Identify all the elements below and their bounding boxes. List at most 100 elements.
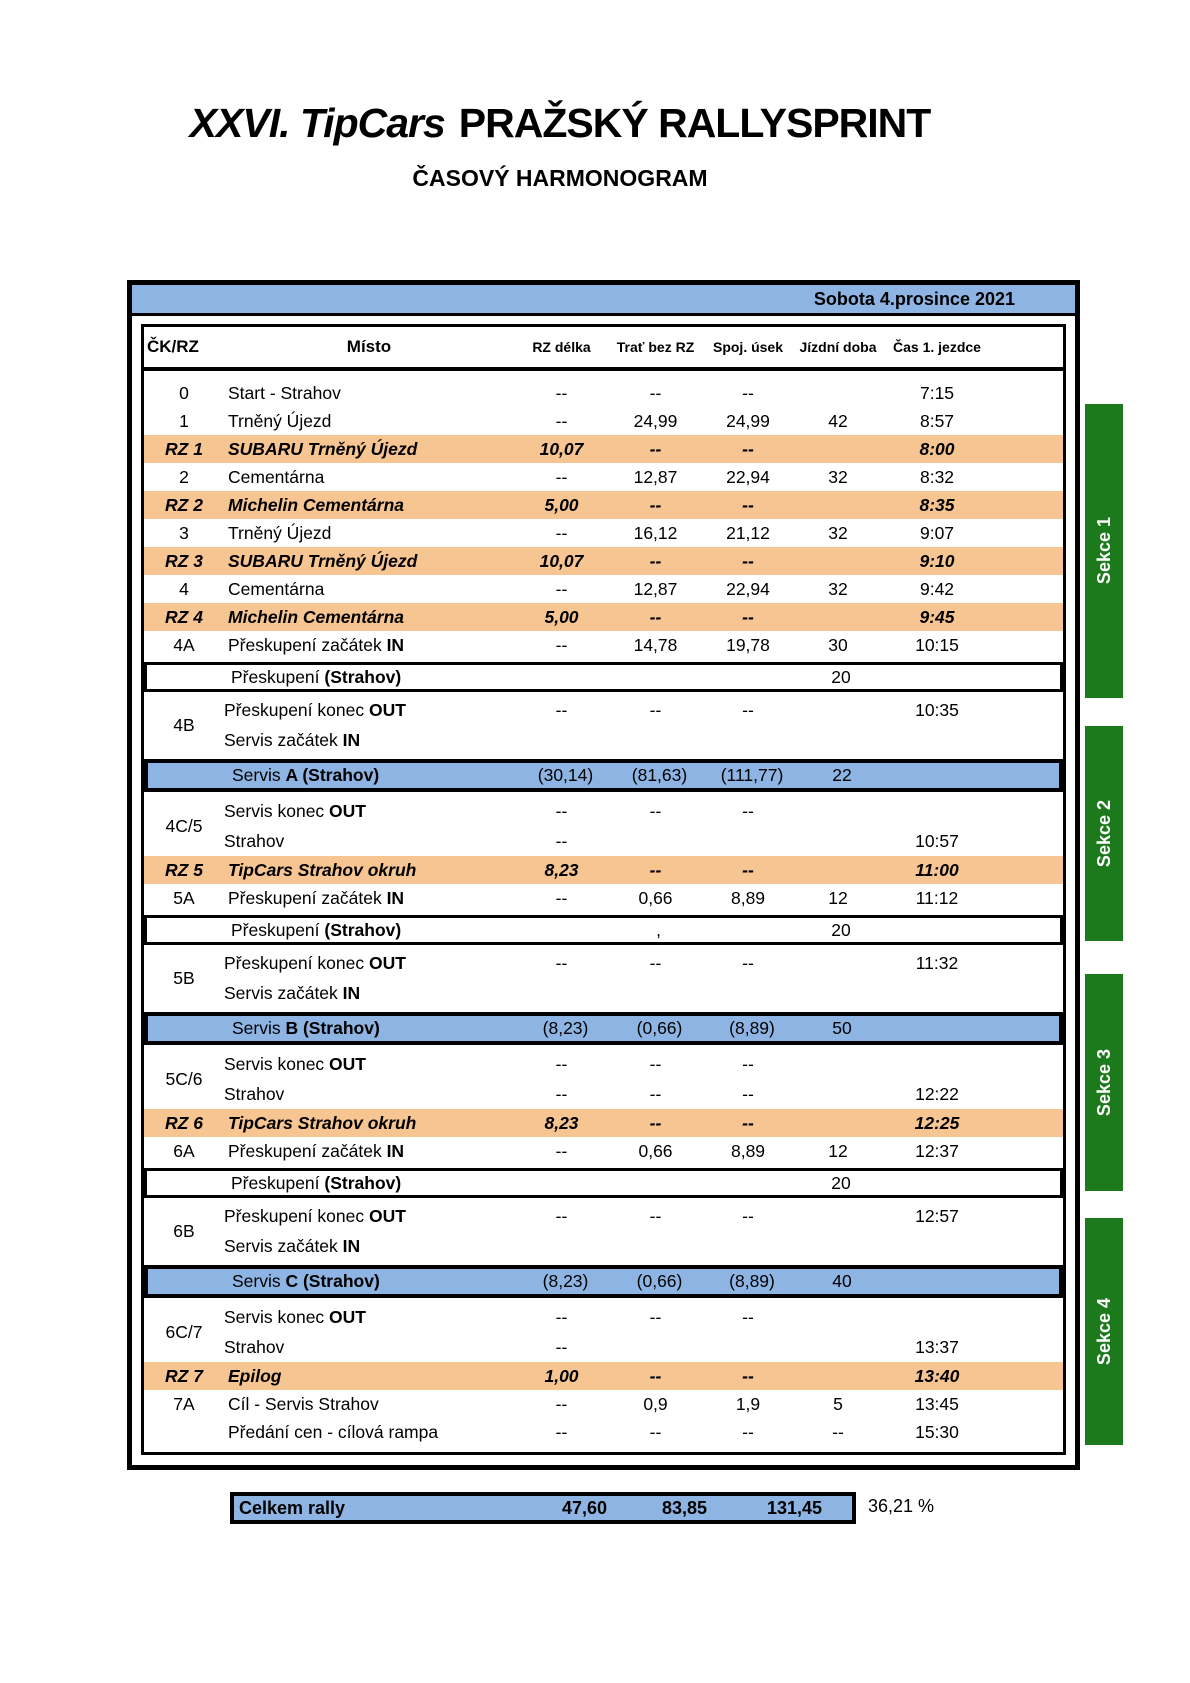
double-row-lines: Přeskupení konec OUT -- -- -- 11:32 Servis za… bbox=[224, 948, 1063, 1008]
cell-misto: Přeskupení začátek IN bbox=[228, 634, 405, 655]
cell-ck: 1 bbox=[179, 410, 189, 431]
cell-misto: Předání cen - cílová rampa bbox=[228, 1421, 439, 1442]
total-bar: Celkem rally 47,60 83,85 131,45 bbox=[230, 1492, 856, 1524]
section-bar-1: Sekce 1 bbox=[1085, 404, 1123, 698]
cell-jizdni-doba: -- bbox=[832, 1421, 844, 1442]
cell-spoj-usek: 1,9 bbox=[735, 1393, 761, 1414]
stage-row: RZ 3 SUBARU Trněný Újezd 10,07 -- -- 9:10 bbox=[144, 547, 1063, 575]
cell-rz-delka: 1,00 bbox=[544, 1365, 579, 1386]
cell-rz-delka: 10,07 bbox=[539, 550, 584, 571]
cell-misto: Trněný Újezd bbox=[228, 522, 332, 543]
cell-cas-jezdce: 10:35 bbox=[915, 699, 959, 720]
cell-jizdni-doba: 32 bbox=[828, 522, 848, 543]
double-row: 4B Přeskupení konec OUT -- -- -- 10:35 Servis … bbox=[144, 695, 1063, 755]
cell-spoj-usek: -- bbox=[742, 1421, 754, 1442]
cell-misto: Přeskupení (Strahov) bbox=[231, 666, 402, 687]
cell-trat-bez-rz: -- bbox=[649, 1205, 662, 1226]
regroup-row: Přeskupení (Strahov), 20 bbox=[144, 915, 1063, 945]
cell-ck: 4B bbox=[173, 714, 195, 735]
cell-spoj-usek: 22,94 bbox=[726, 578, 770, 599]
cell-rz-delka: -- bbox=[555, 1205, 568, 1226]
cell-cas-jezdce: 8:32 bbox=[919, 466, 955, 487]
cell-rz-delka: (8,23) bbox=[542, 1018, 589, 1038]
cell-misto: Trněný Újezd bbox=[228, 410, 332, 431]
stage-row: RZ 6 TipCars Strahov okruh 8,23 -- -- 12:25 bbox=[144, 1109, 1063, 1137]
cell-trat-bez-rz: -- bbox=[649, 1306, 662, 1327]
cell-rz-delka: -- bbox=[555, 800, 568, 821]
cell-spoj-usek: 19,78 bbox=[726, 634, 770, 655]
cell-cas-jezdce: 12:25 bbox=[914, 1112, 960, 1133]
cell-rz-delka: 8,23 bbox=[544, 1112, 579, 1133]
cell-rz-delka: -- bbox=[555, 578, 568, 599]
cell-rz-delka: -- bbox=[555, 410, 568, 431]
cell-jizdni-doba: 5 bbox=[833, 1393, 843, 1414]
cell-trat-bez-rz: -- bbox=[649, 1112, 662, 1133]
table-row: 4 Cementárna -- 12,87 22,94 32 9:42 bbox=[144, 575, 1063, 603]
cell-rz-delka: -- bbox=[555, 1306, 568, 1327]
cell-misto: Strahov bbox=[224, 830, 285, 851]
cell-rz-delka: -- bbox=[555, 699, 568, 720]
service-row: Servis C (Strahov) (8,23) (0,66) (8,89) 40 bbox=[144, 1265, 1063, 1298]
cell-rz-delka: -- bbox=[555, 382, 568, 403]
regroup-row: Přeskupení (Strahov) 20 bbox=[144, 1168, 1063, 1198]
cell-cas-jezdce: 12:22 bbox=[915, 1083, 959, 1104]
cell-misto: Servis konec OUT bbox=[224, 1053, 366, 1074]
cell-rz-delka: -- bbox=[555, 1083, 568, 1104]
cell-spoj-usek: -- bbox=[742, 438, 754, 459]
cell-spoj-usek: -- bbox=[742, 800, 754, 821]
column-header-trat-bez-rz: Trať bez RZ bbox=[616, 339, 695, 355]
cell-misto: SUBARU Trněný Újezd bbox=[228, 550, 418, 571]
section-bar-2: Sekce 2 bbox=[1085, 726, 1123, 941]
cell-misto: Přeskupení začátek IN bbox=[228, 1140, 405, 1161]
double-row: 6B Přeskupení konec OUT -- -- -- 12:57 Servis … bbox=[144, 1201, 1063, 1261]
cell-misto: Přeskupení (Strahov) bbox=[231, 1172, 402, 1193]
cell-rz-delka: -- bbox=[555, 830, 568, 851]
cell-spoj-usek: -- bbox=[742, 1083, 754, 1104]
stage-row: RZ 2 Michelin Cementárna 5,00 -- -- 8:35 bbox=[144, 491, 1063, 519]
column-header-ck: ČK/RZ bbox=[147, 337, 199, 356]
cell-jizdni-doba: 40 bbox=[832, 1271, 852, 1291]
cell-trat-bez-rz: 14,78 bbox=[633, 634, 678, 655]
cell-rz-delka: -- bbox=[555, 1393, 568, 1414]
section-label: Sekce 4 bbox=[1093, 1297, 1114, 1366]
table-row: Předání cen - cílová rampa -- -- -- -- 15:30 bbox=[144, 1418, 1063, 1446]
cell-cas-jezdce: 8:35 bbox=[919, 494, 955, 515]
cell-misto: Start - Strahov bbox=[228, 382, 341, 403]
cell-cas-jezdce: 9:42 bbox=[919, 578, 955, 599]
cell-misto: Servis C (Strahov) bbox=[232, 1271, 380, 1291]
cell-misto: Michelin Cementárna bbox=[228, 494, 405, 515]
cell-spoj-usek: -- bbox=[742, 859, 754, 880]
table-row: 2 Cementárna -- 12,87 22,94 32 8:32 bbox=[144, 463, 1063, 491]
cell-ck: 4 bbox=[179, 578, 189, 599]
cell-jizdni-doba: 30 bbox=[828, 634, 848, 655]
total-label: Celkem rally bbox=[239, 1497, 346, 1518]
double-row-line: Přeskupení konec OUT -- -- -- 11:32 bbox=[224, 948, 1063, 978]
table-header-row: ČK/RZ Místo RZ délka Trať bez RZ Spoj. ú… bbox=[144, 327, 1063, 371]
cell-ck: 0 bbox=[179, 382, 189, 403]
cell-trat-bez-rz: -- bbox=[649, 438, 662, 459]
double-row: 5C/6 Servis konec OUT -- -- -- Strahov -- -- -- 1… bbox=[144, 1049, 1063, 1109]
cell-rz-delka: 8,23 bbox=[544, 859, 579, 880]
cell-misto: TipCars Strahov okruh bbox=[228, 859, 417, 880]
column-header-cas-jezdce: Čas 1. jezdce bbox=[893, 339, 981, 355]
section-label: Sekce 3 bbox=[1093, 1048, 1114, 1117]
cell-trat-bez-rz: -- bbox=[649, 859, 662, 880]
cell-rz-delka: -- bbox=[555, 887, 568, 908]
cell-trat-bez-rz: -- bbox=[649, 800, 662, 821]
cell-cas-jezdce: 9:10 bbox=[919, 550, 955, 571]
service-row: Servis B (Strahov) (8,23) (0,66) (8,89) 50 bbox=[144, 1012, 1063, 1045]
cell-trat-bez-rz: (0,66) bbox=[636, 1018, 683, 1038]
cell-misto: Přeskupení začátek IN bbox=[228, 887, 405, 908]
cell-ck: 3 bbox=[179, 522, 189, 543]
cell-misto: Přeskupení konec OUT bbox=[224, 1205, 406, 1226]
cell-trat-bez-rz: -- bbox=[649, 606, 662, 627]
cell-cas-jezdce: 8:57 bbox=[919, 410, 955, 431]
double-row-lines: Přeskupení konec OUT -- -- -- 12:57 Servis za… bbox=[224, 1201, 1063, 1261]
cell-misto: Strahov bbox=[224, 1083, 285, 1104]
cell-misto: Přeskupení konec OUT bbox=[224, 952, 406, 973]
cell-cas-jezdce: 8:00 bbox=[919, 438, 955, 459]
cell-spoj-usek: (8,89) bbox=[729, 1271, 775, 1291]
cell-cas-jezdce: 13:45 bbox=[915, 1393, 959, 1414]
cell-rz-delka: (30,14) bbox=[537, 765, 594, 785]
stage-row: RZ 5 TipCars Strahov okruh 8,23 -- -- 11:00 bbox=[144, 856, 1063, 884]
